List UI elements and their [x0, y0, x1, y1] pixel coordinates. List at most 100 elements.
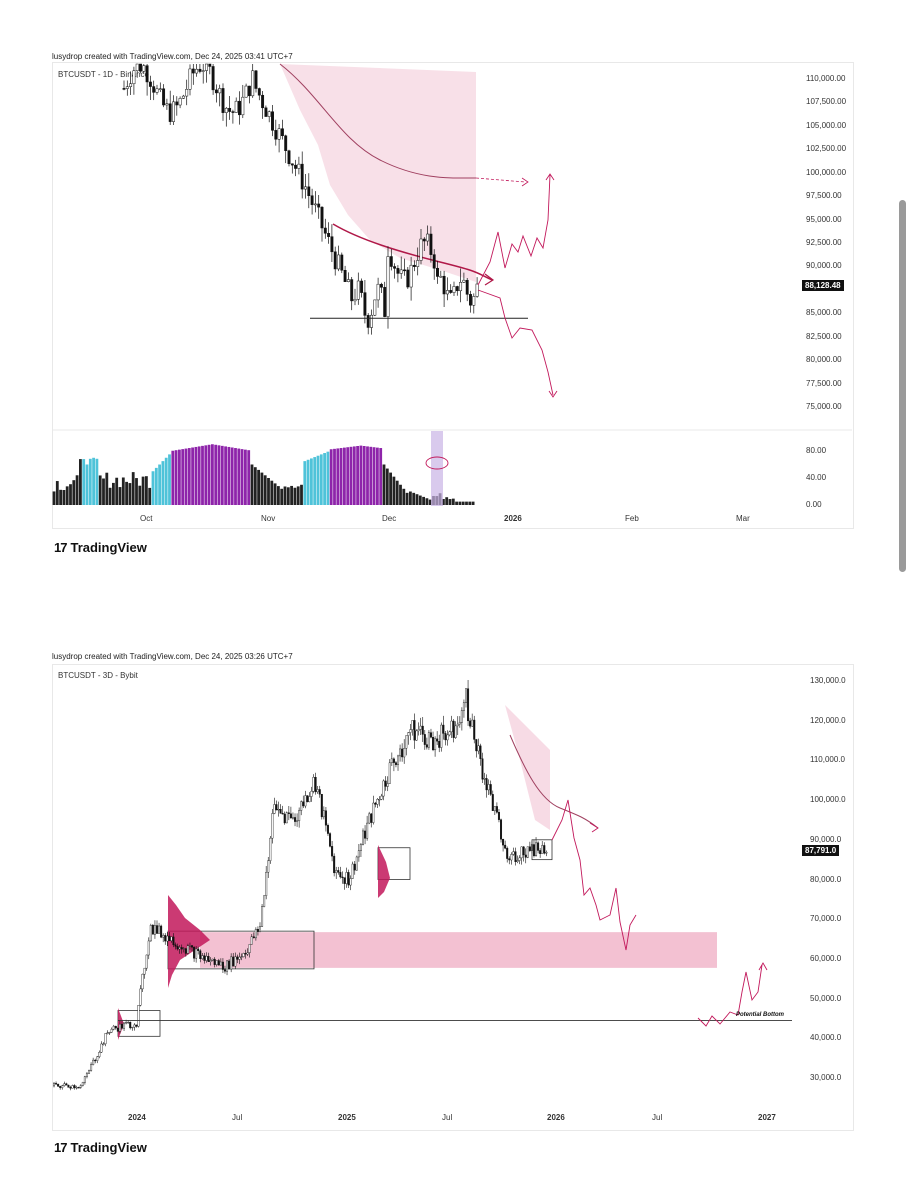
- candle: [304, 795, 307, 807]
- candle: [432, 254, 436, 269]
- candle: [211, 66, 215, 91]
- oscillator-bar: [82, 459, 86, 505]
- candle: [256, 929, 259, 932]
- candle: [135, 1024, 138, 1027]
- candle: [158, 88, 162, 90]
- candle: [312, 777, 315, 792]
- arrow-head: [589, 822, 599, 833]
- oscillator-bar: [412, 492, 416, 505]
- candle: [244, 953, 247, 955]
- candle: [366, 315, 370, 328]
- candle: [193, 947, 196, 959]
- candle: [257, 88, 261, 96]
- candle: [359, 844, 362, 851]
- candle: [333, 251, 337, 270]
- tradingview-logo-icon: 17: [54, 1140, 68, 1155]
- oscillator-bar: [290, 485, 293, 505]
- oscillator-bar: [240, 449, 244, 505]
- chart2-symbol: BTCUSDT - 3D - Bybit: [58, 671, 138, 680]
- candle: [304, 186, 307, 190]
- candle: [417, 729, 420, 732]
- candle: [508, 858, 511, 861]
- candle: [174, 944, 177, 947]
- oscillator-bar: [346, 447, 350, 505]
- candle: [198, 68, 202, 72]
- candle: [346, 279, 350, 282]
- current-range-box: [531, 839, 553, 861]
- oscillator-bar: [128, 483, 132, 505]
- candle: [444, 733, 447, 741]
- oscillator-bar: [409, 491, 412, 505]
- candle: [106, 1032, 109, 1034]
- candle: [176, 946, 179, 950]
- candle: [281, 813, 284, 815]
- oscillator-bar: [359, 445, 363, 505]
- candle: [284, 135, 288, 151]
- oscillator-bar: [405, 492, 409, 505]
- candle: [485, 778, 488, 791]
- candle: [158, 925, 161, 934]
- candle: [287, 150, 291, 164]
- candle: [273, 804, 276, 814]
- candle: [399, 269, 403, 274]
- candle: [214, 89, 218, 94]
- oscillator-bar: [356, 446, 359, 505]
- oscillator-bar: [88, 458, 92, 505]
- candle: [330, 236, 334, 253]
- candle: [238, 100, 241, 116]
- candle: [129, 1021, 132, 1029]
- candle: [472, 296, 476, 306]
- candle: [471, 719, 474, 727]
- candle: [322, 810, 325, 818]
- candle: [524, 854, 527, 858]
- candle: [131, 1026, 134, 1029]
- candle: [168, 935, 171, 941]
- candle: [85, 1073, 88, 1077]
- candle: [510, 854, 513, 861]
- chart1-xtick: 2026: [504, 514, 522, 523]
- candle: [197, 948, 200, 952]
- candle: [345, 872, 348, 884]
- candle: [57, 1083, 60, 1087]
- candle: [120, 1023, 123, 1029]
- candle: [203, 955, 206, 961]
- chart1-price-badge: 88,128.48: [802, 280, 844, 291]
- oscillator-bar: [366, 446, 369, 505]
- oscillator-bar: [376, 447, 379, 505]
- chart2-ytick: 40,000.0: [810, 1033, 842, 1043]
- candle: [208, 63, 212, 67]
- oscillator-bar: [125, 481, 128, 505]
- candle: [164, 935, 167, 942]
- candle: [267, 860, 270, 873]
- candle: [118, 1023, 121, 1032]
- candle: [181, 95, 185, 99]
- candle: [172, 101, 175, 122]
- candle: [271, 111, 274, 131]
- page-scrollbar[interactable]: [899, 200, 906, 572]
- candle: [265, 871, 268, 896]
- oscillator-bar: [263, 475, 267, 505]
- candle: [69, 1087, 72, 1089]
- chart2-ytick: 50,000.0: [810, 993, 842, 1003]
- candle: [438, 741, 441, 748]
- oscillator-bar: [138, 485, 142, 505]
- candle: [254, 70, 258, 89]
- oscillator-bar: [118, 487, 122, 505]
- candle: [512, 851, 515, 855]
- candle: [77, 1087, 80, 1089]
- candle: [252, 936, 255, 939]
- candle: [326, 825, 329, 834]
- candle: [460, 710, 463, 723]
- chart2-ytick: 60,000.0: [810, 953, 842, 963]
- candle: [467, 688, 470, 722]
- candle: [285, 812, 288, 824]
- candle: [316, 789, 319, 793]
- logo-text: TradingView: [70, 540, 147, 555]
- candle: [178, 98, 182, 106]
- candle: [362, 830, 365, 845]
- candle: [59, 1086, 62, 1088]
- candle: [242, 953, 245, 957]
- oscillator-bar: [442, 498, 445, 505]
- candle: [455, 286, 459, 292]
- candle: [129, 83, 133, 87]
